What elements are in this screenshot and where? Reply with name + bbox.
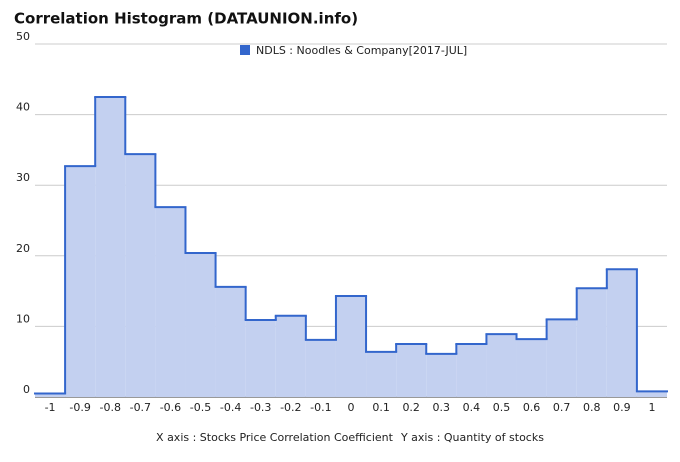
bar bbox=[606, 269, 637, 397]
x-tick-label: -1 bbox=[45, 401, 56, 414]
bar bbox=[576, 288, 607, 397]
bar bbox=[155, 207, 186, 397]
x-tick-label: -0.7 bbox=[130, 401, 151, 414]
bar bbox=[456, 344, 487, 397]
x-tick-label: 0.3 bbox=[433, 401, 451, 414]
bar bbox=[546, 319, 577, 397]
y-tick-label: 50 bbox=[16, 30, 30, 43]
bar bbox=[275, 315, 306, 397]
bar bbox=[366, 351, 397, 397]
bar bbox=[396, 344, 427, 397]
bar bbox=[35, 393, 66, 397]
bar bbox=[335, 296, 367, 397]
bar bbox=[486, 334, 517, 397]
bar bbox=[215, 286, 246, 397]
legend-label: NDLS : Noodles & Company[2017-JUL] bbox=[256, 44, 467, 57]
bar bbox=[305, 339, 336, 397]
chart-title: Correlation Histogram (DATAUNION.info) bbox=[14, 10, 358, 28]
x-tick-label: 0.8 bbox=[583, 401, 601, 414]
bar bbox=[65, 166, 96, 397]
bar bbox=[245, 320, 276, 397]
x-tick-label: 0.9 bbox=[613, 401, 631, 414]
bar bbox=[125, 154, 156, 397]
x-tick-label: 0.1 bbox=[372, 401, 390, 414]
x-tick-label: -0.6 bbox=[160, 401, 181, 414]
y-tick-label: 40 bbox=[16, 101, 30, 114]
bar bbox=[426, 353, 457, 397]
x-tick-label: 0.2 bbox=[402, 401, 420, 414]
x-tick-label: -0.8 bbox=[100, 401, 121, 414]
x-tick-label: 1 bbox=[648, 401, 655, 414]
axis-titles: X axis : Stocks Price Correlation Coeffi… bbox=[156, 431, 544, 444]
x-tick-label: 0.6 bbox=[523, 401, 541, 414]
x-tick-label: 0.4 bbox=[463, 401, 481, 414]
y-tick-label: 30 bbox=[16, 171, 30, 184]
legend-swatch bbox=[240, 45, 250, 55]
bar bbox=[185, 252, 216, 397]
x-tick-label: -0.3 bbox=[250, 401, 271, 414]
y-tick-label: 20 bbox=[16, 242, 30, 255]
bar bbox=[95, 96, 126, 397]
x-tick-label: -0.5 bbox=[190, 401, 211, 414]
y-axis-title: Y axis : Quantity of stocks bbox=[400, 431, 544, 444]
x-tick-label: -0.9 bbox=[69, 401, 90, 414]
x-tick-label: 0 bbox=[348, 401, 355, 414]
y-tick-label: 0 bbox=[23, 383, 30, 396]
x-tick-label: 0.5 bbox=[493, 401, 511, 414]
x-tick-label: -0.4 bbox=[220, 401, 241, 414]
x-tick-label: 0.7 bbox=[553, 401, 571, 414]
bar bbox=[516, 339, 547, 397]
x-tick-label: -0.1 bbox=[310, 401, 331, 414]
bar bbox=[636, 391, 667, 397]
y-tick-label: 10 bbox=[16, 312, 30, 325]
x-tick-label: -0.2 bbox=[280, 401, 301, 414]
x-axis-title: X axis : Stocks Price Correlation Coeffi… bbox=[156, 431, 394, 444]
